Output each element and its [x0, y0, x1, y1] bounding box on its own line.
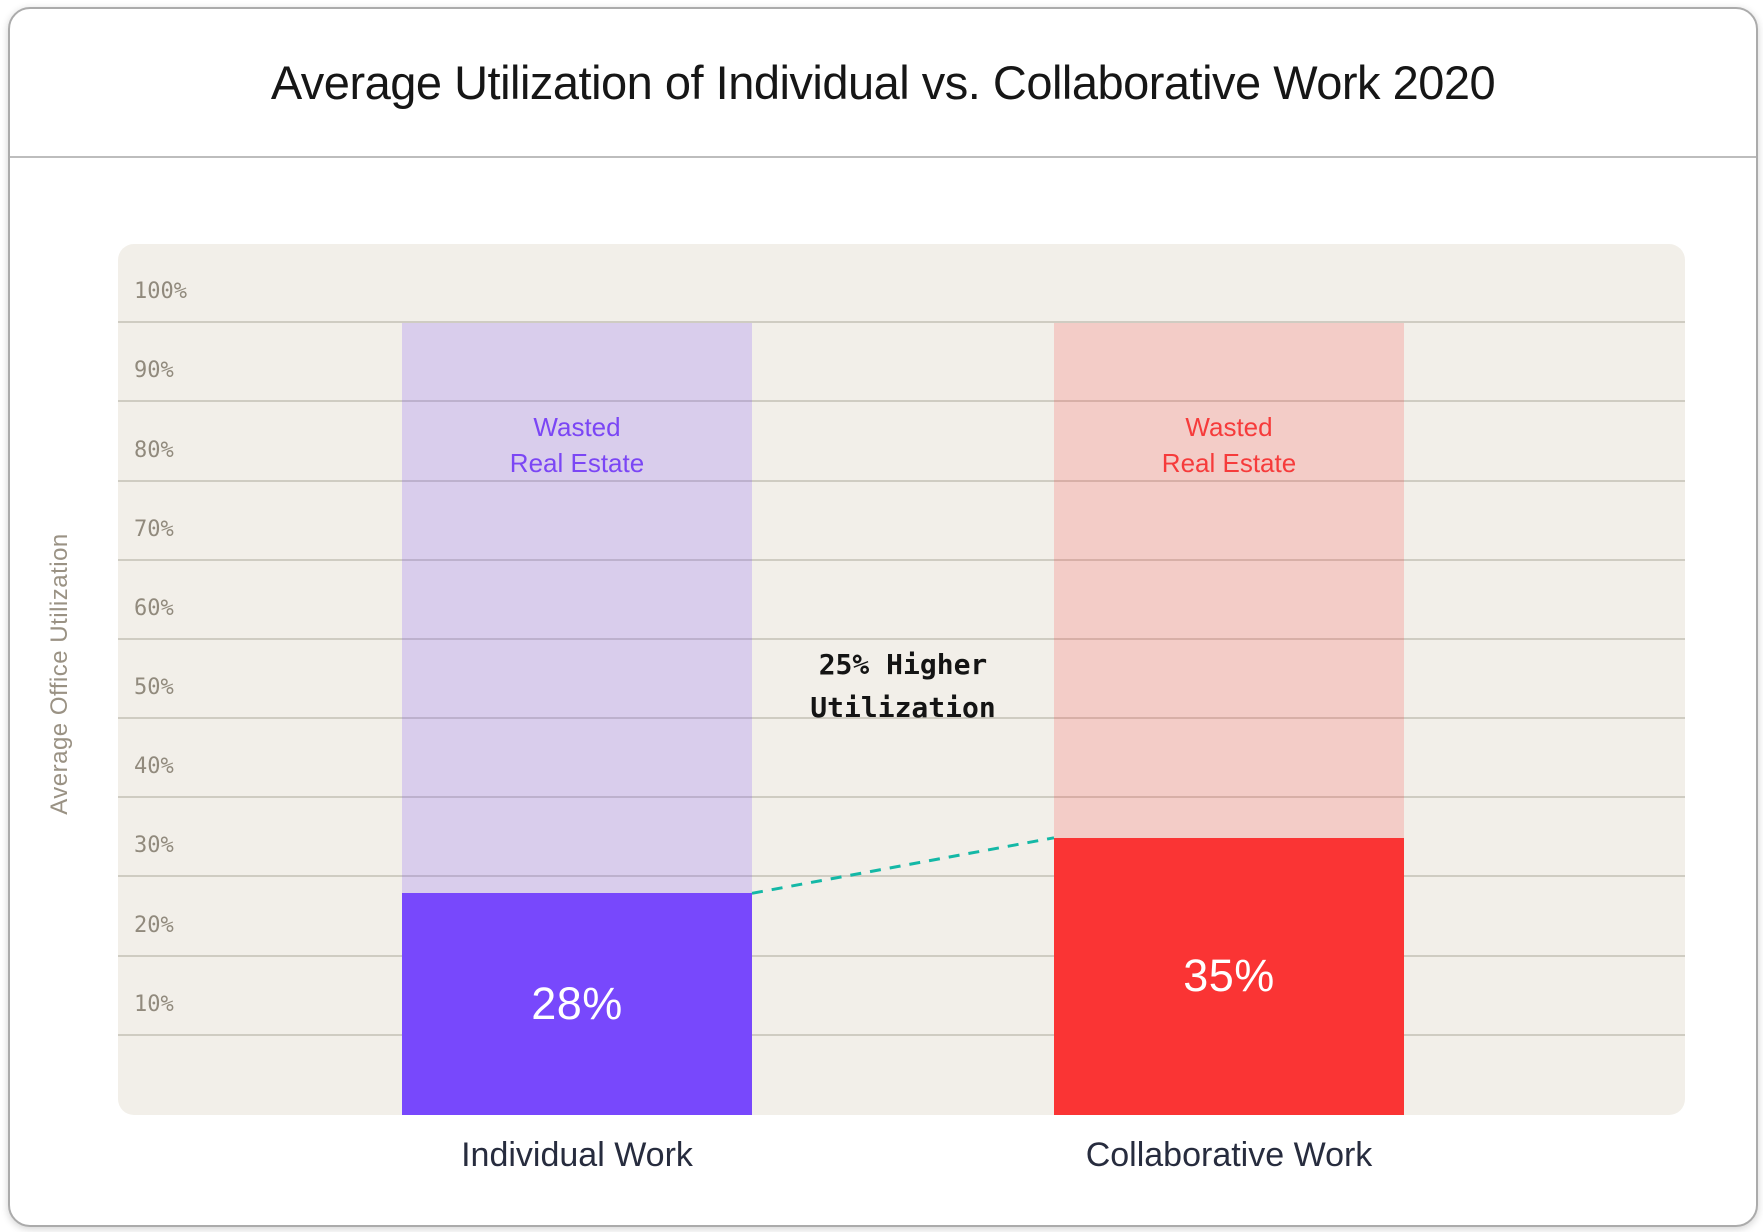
- grid-row: 70%: [118, 482, 1685, 561]
- grid-row: 30%: [118, 798, 1685, 878]
- y-tick-label: 40%: [134, 754, 174, 780]
- category-label-collaborative: Collaborative Work: [1085, 1136, 1373, 1174]
- wasted-label-line2: Real Estate: [509, 448, 645, 479]
- y-tick-label: 30%: [134, 833, 174, 859]
- plot-background: 100% 90% 80% 70% 60% 50% 40% 30% 20% 10%: [118, 244, 1685, 1115]
- wasted-label-line1: Wasted: [1185, 412, 1273, 443]
- y-tick-label: 20%: [134, 912, 174, 938]
- grid-row: 80%: [118, 402, 1685, 482]
- annotation-line2: Utilization: [810, 691, 996, 724]
- bar-individual: 28%: [402, 893, 752, 1115]
- y-tick-label: 80%: [134, 437, 174, 463]
- category-label-individual: Individual Work: [461, 1136, 693, 1174]
- wasted-label-line2: Real Estate: [1161, 448, 1297, 479]
- y-tick-label: 60%: [134, 595, 174, 621]
- wasted-real-estate-label-collaborative: Wasted Real Estate: [1054, 409, 1404, 481]
- grid-row: 10%: [118, 957, 1685, 1036]
- grid-row: 100%: [118, 244, 1685, 324]
- y-tick-label: 90%: [134, 358, 174, 384]
- bar-value-collaborative: 35%: [1183, 950, 1275, 1002]
- annotation-line1: 25% Higher: [818, 648, 988, 681]
- plot-area: 100% 90% 80% 70% 60% 50% 40% 30% 20% 10%…: [118, 244, 1685, 1115]
- bar-value-individual: 28%: [531, 978, 623, 1030]
- chart-card: Average Utilization of Individual vs. Co…: [8, 7, 1758, 1227]
- grid-row: 60%: [118, 561, 1685, 640]
- wasted-real-estate-label-individual: Wasted Real Estate: [402, 409, 752, 481]
- y-tick-label: 50%: [134, 675, 174, 701]
- header: Average Utilization of Individual vs. Co…: [10, 9, 1756, 158]
- y-tick-label: 10%: [134, 991, 174, 1017]
- wasted-label-line1: Wasted: [533, 412, 621, 443]
- y-axis-title: Average Office Utilization: [46, 533, 73, 815]
- grid-row: [118, 1036, 1685, 1115]
- bar-collaborative-wasted-track: Wasted Real Estate 35%: [1054, 323, 1404, 1115]
- y-tick-label: 70%: [134, 516, 174, 542]
- grid-row: 50%: [118, 640, 1685, 720]
- annotation-higher-utilization: 25% Higher Utilization: [752, 643, 1054, 729]
- grid-row: 20%: [118, 877, 1685, 957]
- bar-individual-wasted-track: Wasted Real Estate 28%: [402, 323, 752, 1115]
- grid-row: 40%: [118, 719, 1685, 799]
- y-tick-label: 100%: [134, 279, 187, 305]
- grid-row: 90%: [118, 323, 1685, 403]
- page-title: Average Utilization of Individual vs. Co…: [270, 56, 1496, 109]
- bar-collaborative: 35%: [1054, 837, 1404, 1115]
